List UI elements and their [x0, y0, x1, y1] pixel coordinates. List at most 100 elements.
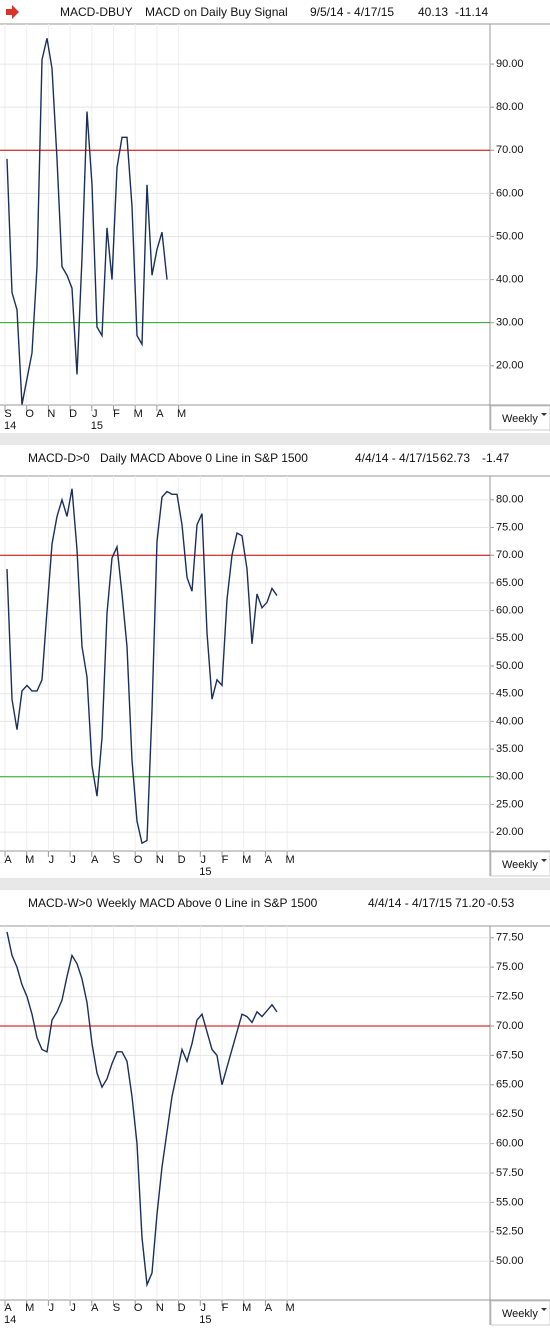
x-tick-label: N: [156, 854, 164, 866]
y-tick-label: 75.00: [496, 521, 524, 533]
x-tick-label: O: [25, 408, 34, 420]
header-last: 62.73: [440, 451, 470, 465]
x-tick-label: A: [265, 854, 273, 866]
arrow-icon[interactable]: [6, 5, 19, 19]
y-tick-label: 55.00: [496, 632, 524, 644]
period-label[interactable]: Weekly: [502, 859, 538, 871]
year-label: 15: [91, 420, 103, 432]
year-label: 15: [199, 1314, 211, 1326]
y-tick-label: 80.00: [496, 101, 524, 113]
x-tick-label: D: [69, 408, 77, 420]
dropdown-caret[interactable]: [541, 1308, 547, 1311]
period-dropdown[interactable]: [490, 1300, 550, 1326]
y-tick-label: 80.00: [496, 494, 524, 506]
x-tick-label: D: [178, 1302, 186, 1314]
header-change: -1.47: [482, 451, 510, 465]
x-tick-label: S: [113, 854, 120, 866]
y-tick-label: 45.00: [496, 688, 524, 700]
x-tick-label: N: [47, 408, 55, 420]
y-tick-label: 65.00: [496, 577, 524, 589]
header-title: MACD-W>0: [28, 896, 93, 910]
y-tick-label: 67.50: [496, 1049, 524, 1061]
x-tick-label: M: [242, 854, 251, 866]
header-subtitle: Daily MACD Above 0 Line in S&P 1500: [100, 451, 308, 465]
y-tick-label: 20.00: [496, 360, 524, 372]
header-date-range: 9/5/14 - 4/17/15: [310, 5, 394, 19]
period-label[interactable]: Weekly: [502, 1308, 538, 1320]
period-dropdown[interactable]: [490, 405, 550, 431]
y-tick-label: 70.00: [496, 549, 524, 561]
header-subtitle: MACD on Daily Buy Signal: [145, 5, 288, 19]
x-tick-label: J: [201, 854, 207, 866]
x-tick-label: J: [49, 1302, 55, 1314]
x-tick-label: M: [286, 1302, 295, 1314]
x-tick-label: D: [178, 854, 186, 866]
y-tick-label: 30.00: [496, 771, 524, 783]
y-tick-label: 55.00: [496, 1196, 524, 1208]
x-tick-label: M: [25, 1302, 34, 1314]
dropdown-caret[interactable]: [541, 413, 547, 416]
y-tick-label: 50.00: [496, 660, 524, 672]
y-tick-label: 60.00: [496, 187, 524, 199]
x-tick-label: M: [25, 854, 34, 866]
y-tick-label: 35.00: [496, 743, 524, 755]
year-label: 14: [4, 1314, 16, 1326]
x-tick-label: A: [91, 1302, 99, 1314]
period-label[interactable]: Weekly: [502, 413, 538, 425]
y-tick-label: 75.00: [496, 961, 524, 973]
period-dropdown[interactable]: [490, 851, 550, 877]
y-tick-label: 30.00: [496, 317, 524, 329]
y-tick-label: 57.50: [496, 1167, 524, 1179]
y-tick-label: 50.00: [496, 230, 524, 242]
header-date-range: 4/4/14 - 4/17/15: [355, 451, 439, 465]
x-tick-label: M: [286, 854, 295, 866]
year-label: 14: [4, 420, 16, 432]
x-tick-label: J: [201, 1302, 207, 1314]
header-last: 40.13: [418, 5, 448, 19]
year-label: 15: [199, 866, 211, 878]
x-tick-label: J: [49, 854, 55, 866]
x-tick-label: A: [4, 854, 12, 866]
y-tick-label: 77.50: [496, 932, 524, 944]
y-tick-label: 65.00: [496, 1079, 524, 1091]
y-tick-label: 50.00: [496, 1255, 524, 1267]
header-change: -11.14: [455, 5, 488, 19]
header-title: MACD-DBUY: [60, 5, 133, 19]
header-last: 71.20: [455, 896, 485, 910]
x-tick-label: J: [70, 854, 76, 866]
y-tick-label: 60.00: [496, 1137, 524, 1149]
x-tick-label: M: [242, 1302, 251, 1314]
x-tick-label: A: [91, 854, 99, 866]
x-tick-label: S: [113, 1302, 120, 1314]
x-tick-label: F: [113, 408, 120, 420]
x-tick-label: N: [156, 1302, 164, 1314]
x-tick-label: J: [70, 1302, 76, 1314]
header-change: -0.53: [487, 896, 515, 910]
y-tick-label: 70.00: [496, 144, 524, 156]
x-tick-label: J: [92, 408, 98, 420]
x-tick-label: M: [177, 408, 186, 420]
header-subtitle: Weekly MACD Above 0 Line in S&P 1500: [97, 896, 318, 910]
y-tick-label: 72.50: [496, 990, 524, 1002]
y-tick-label: 90.00: [496, 58, 524, 70]
x-tick-label: A: [156, 408, 164, 420]
x-tick-label: A: [265, 1302, 273, 1314]
x-tick-label: F: [222, 854, 229, 866]
y-tick-label: 40.00: [496, 715, 524, 727]
y-tick-label: 70.00: [496, 1020, 524, 1032]
data-line: [6, 488, 278, 845]
y-tick-label: 25.00: [496, 798, 524, 810]
data-line: [6, 931, 278, 1288]
y-tick-label: 40.00: [496, 273, 524, 285]
y-tick-label: 62.50: [496, 1108, 524, 1120]
y-tick-label: 20.00: [496, 826, 524, 838]
header-title: MACD-D>0: [28, 451, 90, 465]
separator: [0, 433, 550, 445]
y-tick-label: 52.50: [496, 1226, 524, 1238]
separator: [0, 878, 550, 890]
dropdown-caret[interactable]: [541, 859, 547, 862]
x-tick-label: M: [134, 408, 143, 420]
